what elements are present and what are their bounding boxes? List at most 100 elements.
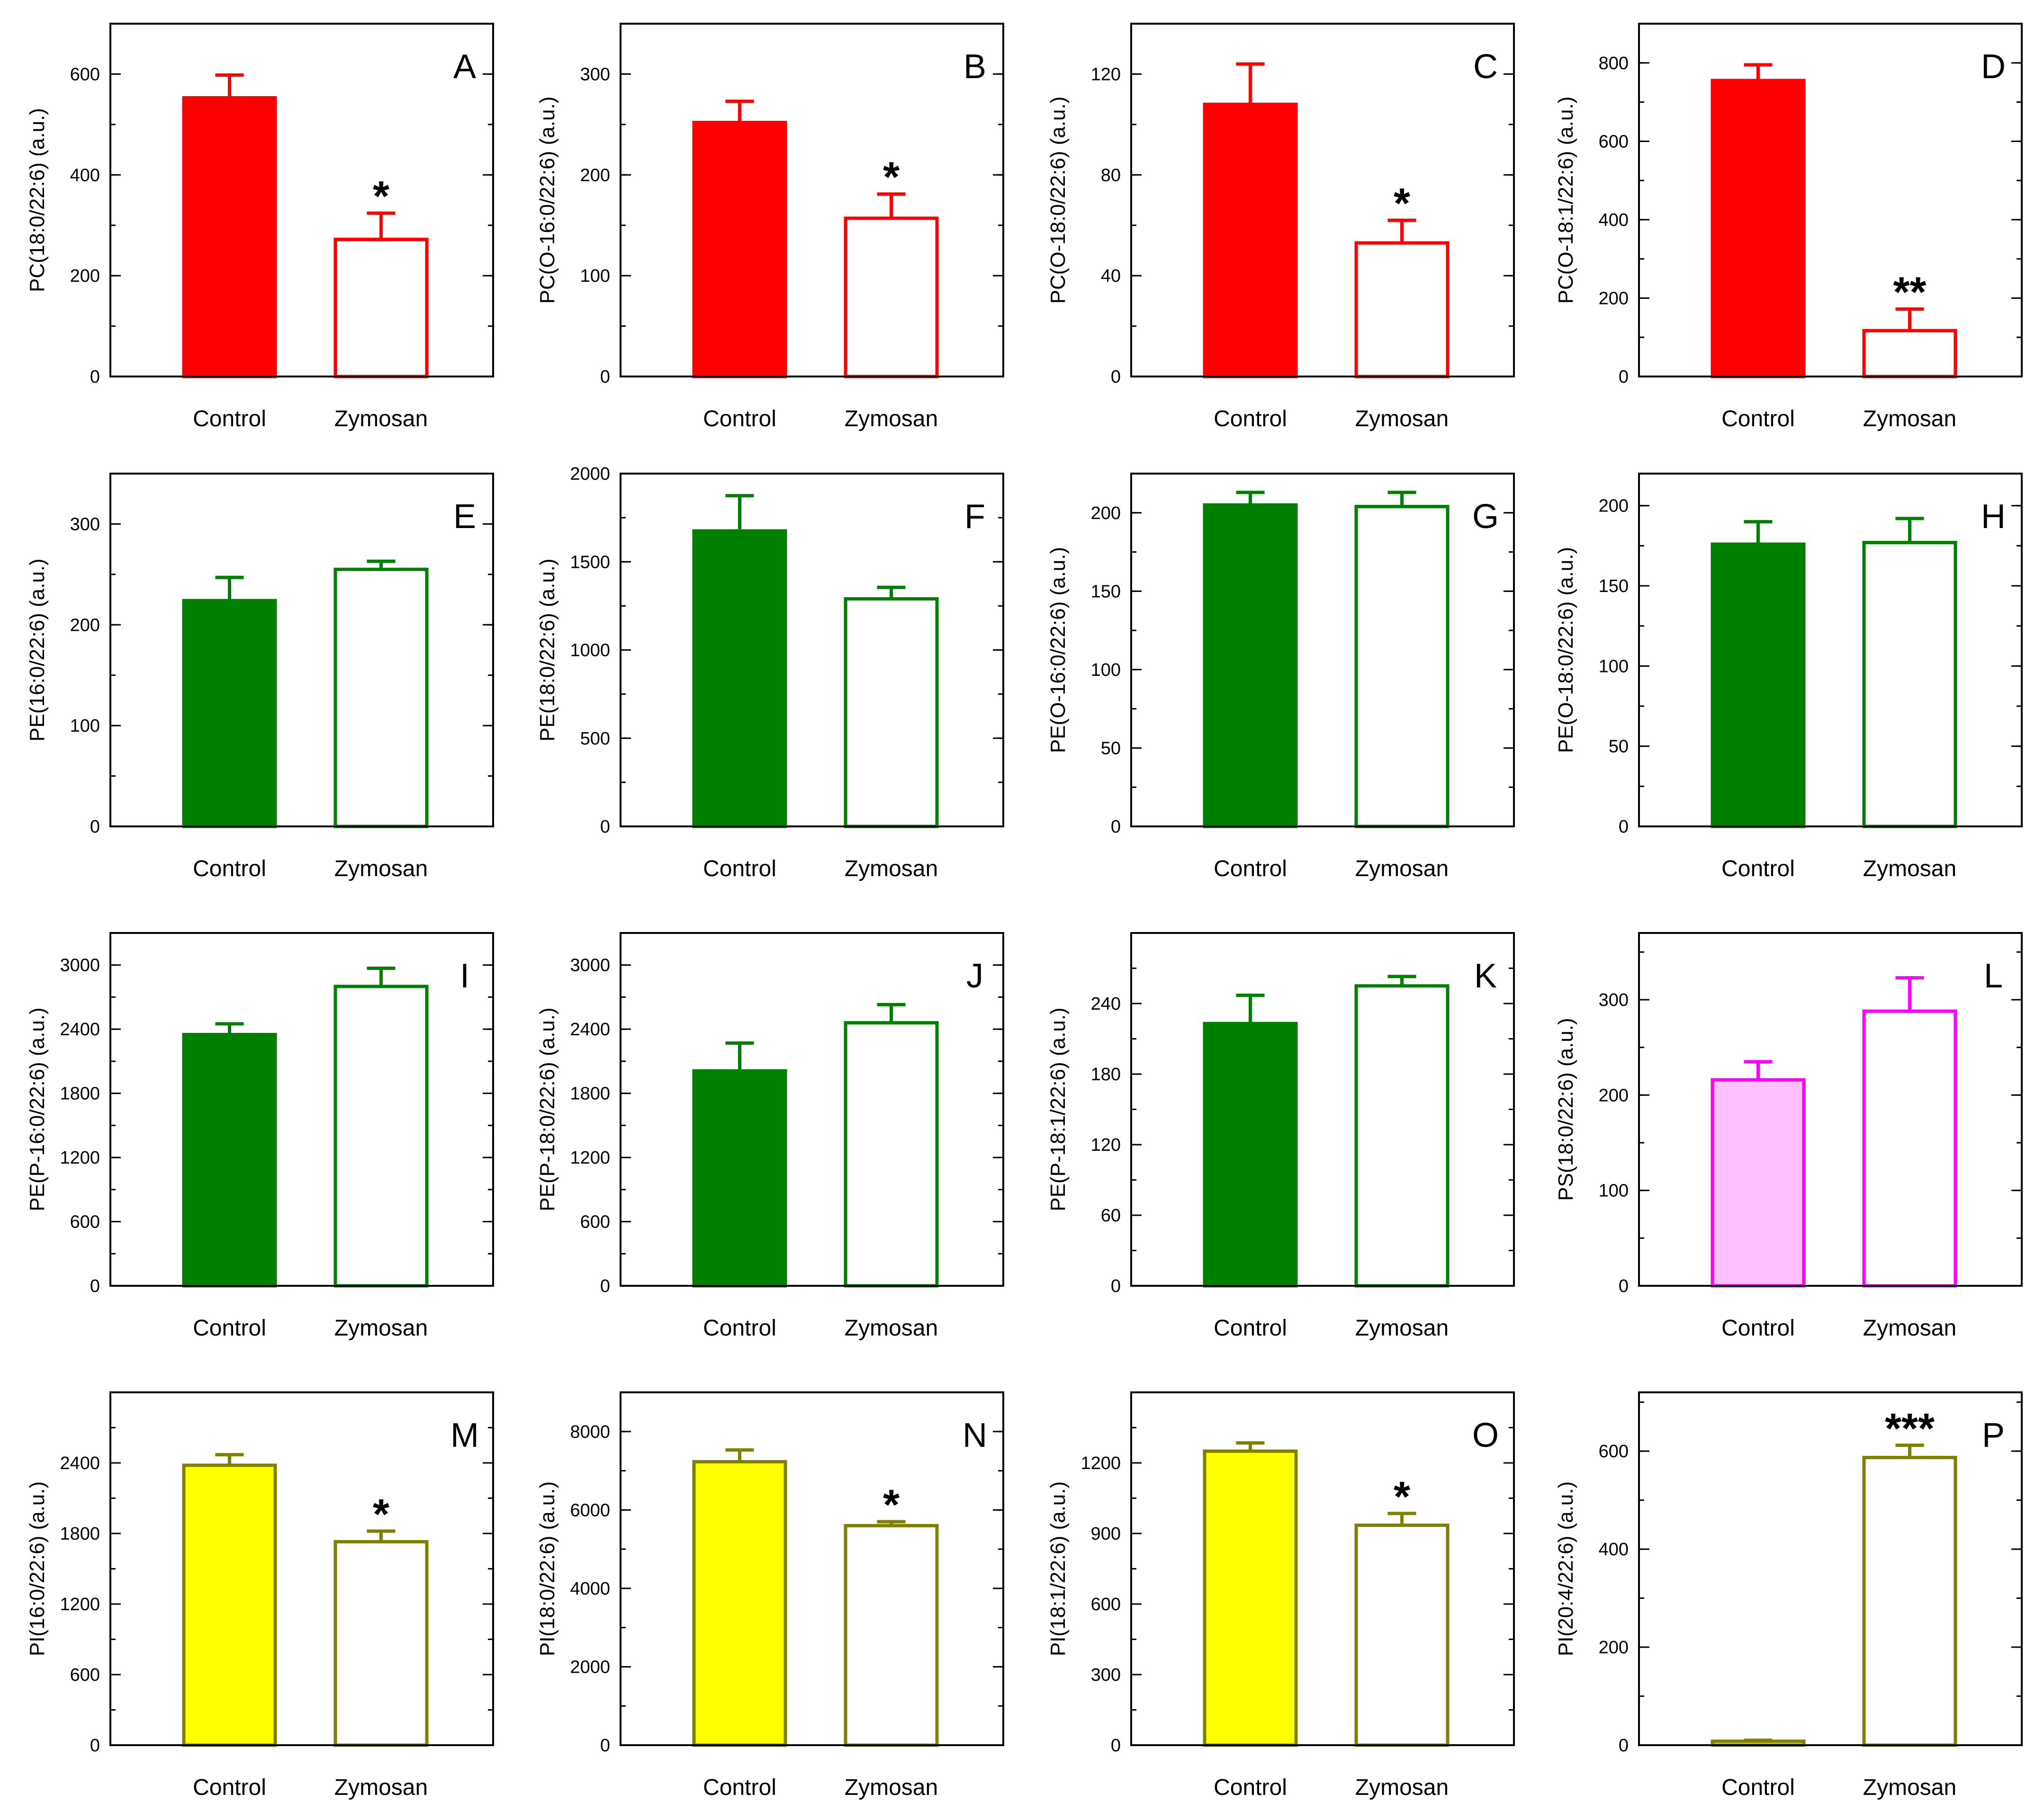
significance-marker: * — [883, 1481, 900, 1529]
y-axis-label: PE(O-16:0/22:6) (a.u.) — [1046, 547, 1070, 753]
panel-j: 0 600 1200 1800 2400 3000 Control Zymosan J PE(P-… — [536, 932, 1004, 1341]
y-axis-label: PI(16:0/22:6) (a.u.) — [26, 1481, 49, 1656]
bar-zymosan — [844, 216, 939, 378]
panel-m: 0 600 1200 1800 2400 Control * Zymosan M PI(16:0/… — [26, 1391, 494, 1800]
panel-o: 0 300 600 900 1200 Control * Zymosan O PI(18:1/22… — [1046, 1391, 1515, 1800]
y-axis-label: PC(18:0/22:6) (a.u.) — [26, 108, 49, 292]
significance-marker: * — [1394, 1473, 1410, 1521]
y-tick-label: 600 — [70, 1212, 100, 1232]
y-tick-label: 0 — [1619, 1276, 1629, 1296]
y-tick-label: 2400 — [60, 1020, 100, 1040]
x-category-label: Zymosan — [334, 1775, 428, 1800]
y-tick-label: 0 — [1619, 817, 1629, 837]
y-axis-label: PI(20:4/22:6) (a.u.) — [1554, 1481, 1577, 1656]
y-tick-label: 600 — [1599, 1442, 1629, 1461]
y-tick-label: 500 — [580, 729, 610, 749]
x-category-label: Control — [703, 1775, 776, 1800]
panel-h: 0 50 100 150 200 Control Zymosan H PE(O-18:0/22:… — [1554, 473, 2023, 881]
x-category-label: Control — [1214, 1316, 1287, 1341]
y-tick-label: 0 — [1111, 1736, 1121, 1756]
panel-f: 0 500 1000 1500 2000 Control Zymosan F PE(18:0/2… — [536, 464, 1004, 881]
y-tick-label: 400 — [1599, 1540, 1629, 1560]
y-axis-label: PE(16:0/22:6) (a.u.) — [26, 558, 49, 741]
bar-control — [1203, 102, 1298, 378]
bar-control — [692, 1069, 787, 1288]
x-category-label: Zymosan — [845, 856, 938, 881]
bar-zymosan — [844, 1021, 939, 1288]
y-tick-label: 50 — [1609, 737, 1629, 757]
y-tick-label: 50 — [1101, 738, 1121, 758]
y-tick-label: 0 — [600, 1736, 610, 1756]
plot-frame — [1638, 23, 2023, 377]
y-tick-label: 1800 — [60, 1524, 100, 1544]
bar-zymosan — [1354, 1524, 1450, 1747]
y-axis-label: PE(P-18:1/22:6) (a.u.) — [1046, 1007, 1070, 1211]
y-tick-label: 150 — [1599, 576, 1629, 596]
panel-label: N — [963, 1417, 987, 1454]
x-category-label: Control — [193, 856, 266, 881]
plot-frame — [109, 23, 494, 377]
x-category-label: Zymosan — [1355, 1775, 1449, 1800]
bar-control — [1711, 79, 1806, 378]
y-axis-label: PI(18:0/22:6) (a.u.) — [536, 1481, 559, 1656]
y-tick-label: 200 — [1091, 503, 1121, 523]
y-tick-label: 1800 — [60, 1084, 100, 1104]
y-tick-label: 2400 — [570, 1020, 610, 1040]
y-tick-label: 1200 — [60, 1595, 100, 1614]
bar-control — [1711, 1078, 1806, 1288]
y-tick-label: 100 — [1599, 1181, 1629, 1201]
panel-e: 0 100 200 300 Control Zymosan E PE(16:0/22:6) (… — [26, 473, 494, 881]
plot-frame — [1638, 932, 2023, 1287]
y-tick-label: 2000 — [570, 1657, 610, 1677]
y-tick-label: 900 — [1091, 1524, 1121, 1544]
y-tick-label: 120 — [1091, 64, 1121, 84]
x-category-label: Zymosan — [334, 1316, 428, 1341]
y-tick-label: 0 — [600, 367, 610, 387]
panel-label: M — [450, 1417, 479, 1454]
bar-zymosan — [333, 567, 429, 828]
y-axis-label: PE(O-18:0/22:6) (a.u.) — [1554, 547, 1577, 753]
panel-g: 0 50 100 150 200 Control Zymosan G PE(O-16:0/22:… — [1046, 473, 1515, 881]
plot-frame — [620, 23, 1004, 377]
bar-control — [692, 1460, 787, 1747]
y-tick-label: 600 — [580, 1212, 610, 1232]
y-tick-label: 600 — [70, 1665, 100, 1685]
plot-frame — [109, 473, 494, 827]
y-tick-label: 240 — [1091, 994, 1121, 1014]
panel-label: O — [1472, 1417, 1499, 1454]
y-tick-label: 0 — [90, 1276, 100, 1296]
y-tick-label: 300 — [1091, 1665, 1121, 1685]
y-tick-label: 1800 — [570, 1084, 610, 1104]
plot-frame — [1130, 23, 1515, 377]
y-tick-label: 0 — [1619, 1736, 1629, 1756]
plot-frame — [1638, 473, 2023, 827]
y-tick-label: 100 — [1091, 660, 1121, 680]
y-tick-label: 200 — [1599, 1638, 1629, 1658]
x-category-label: Zymosan — [1355, 406, 1449, 431]
panel-label: A — [453, 48, 476, 86]
panel-label: P — [1982, 1417, 2005, 1454]
y-tick-label: 0 — [1619, 367, 1629, 387]
plot-frame — [620, 473, 1004, 827]
plot-frame — [1638, 1391, 2023, 1746]
significance-marker: * — [373, 1491, 389, 1538]
x-category-label: Control — [193, 1775, 266, 1800]
panel-label: F — [964, 498, 985, 536]
y-tick-label: 600 — [1599, 132, 1629, 152]
y-tick-label: 0 — [1111, 1276, 1121, 1296]
y-tick-label: 2000 — [570, 464, 610, 484]
y-tick-label: 600 — [1091, 1595, 1121, 1614]
plot-frame — [620, 932, 1004, 1287]
bar-zymosan — [333, 1540, 429, 1747]
y-tick-label: 200 — [1599, 1085, 1629, 1105]
y-tick-label: 6000 — [570, 1500, 610, 1520]
x-category-label: Control — [1214, 1775, 1287, 1800]
y-tick-label: 0 — [1111, 817, 1121, 837]
y-tick-label: 0 — [1111, 367, 1121, 387]
plot-frame — [1130, 932, 1515, 1287]
bar-zymosan — [844, 597, 939, 828]
panel-p: 0 200 400 600 Control *** Zymosan P PI(20:4/22:6… — [1554, 1391, 2023, 1800]
y-tick-label: 1200 — [570, 1148, 610, 1168]
y-tick-label: 300 — [70, 514, 100, 534]
